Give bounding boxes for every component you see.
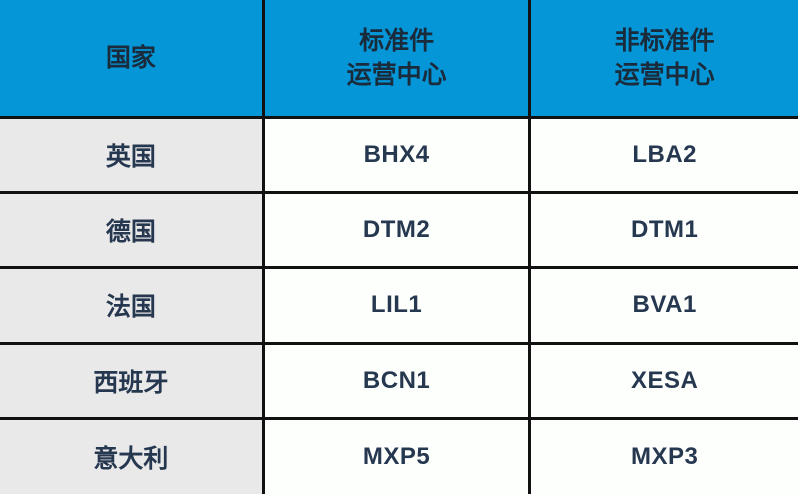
nonstandard-fc-cell: DTM1 (528, 190, 798, 270)
country-cell: 德国 (0, 190, 265, 270)
standard-fc-cell: DTM2 (261, 190, 532, 270)
col-header-nonstandard-fc: 非标准件 运营中心 (528, 0, 798, 119)
table-row: 法国 LIL1 BVA1 (0, 266, 798, 345)
standard-fc-cell: BCN1 (261, 341, 532, 421)
country-cell: 英国 (0, 115, 265, 194)
table-row: 意大利 MXP5 MXP3 (0, 417, 798, 494)
standard-fc-cell: LIL1 (261, 266, 532, 345)
country-cell: 西班牙 (0, 341, 265, 421)
country-cell: 法国 (0, 266, 265, 345)
nonstandard-fc-cell: LBA2 (528, 115, 798, 194)
header-row: 国家 标准件 运营中心 非标准件 运营中心 (0, 0, 798, 119)
col-header-country: 国家 (0, 0, 265, 119)
col-header-standard-fc: 标准件 运营中心 (261, 0, 532, 119)
country-cell: 意大利 (0, 417, 265, 494)
col-header-standard-line1: 标准件 (359, 26, 435, 55)
table-row: 西班牙 BCN1 XESA (0, 341, 798, 421)
nonstandard-fc-cell: BVA1 (528, 266, 798, 345)
col-header-nonstandard-line1: 非标准件 (614, 26, 715, 55)
col-header-nonstandard-line2: 运营中心 (614, 60, 715, 89)
col-header-country-label: 国家 (105, 43, 156, 72)
table-row: 德国 DTM2 DTM1 (0, 190, 798, 270)
nonstandard-fc-cell: MXP3 (528, 417, 798, 494)
col-header-standard-line2: 运营中心 (346, 60, 447, 89)
standard-fc-cell: MXP5 (261, 417, 532, 494)
nonstandard-fc-cell: XESA (528, 341, 798, 421)
standard-fc-cell: BHX4 (261, 115, 532, 194)
table-row: 英国 BHX4 LBA2 (0, 115, 798, 194)
